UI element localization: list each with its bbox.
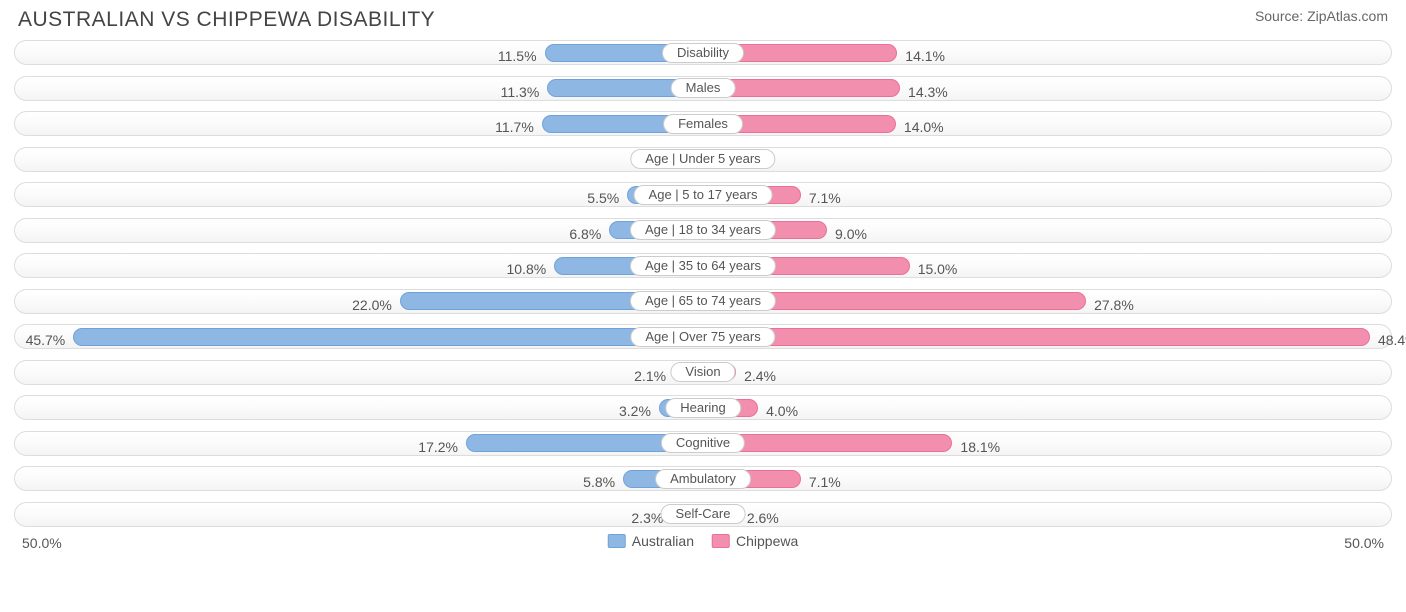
row-label-pill: Males [671,78,736,98]
value-left: 2.3% [631,506,663,531]
axis-right-max: 50.0% [1344,535,1384,551]
value-left: 45.7% [26,328,66,353]
legend-label-right: Chippewa [736,533,798,549]
value-left: 10.8% [506,257,546,282]
legend: Australian Chippewa [608,533,799,549]
row-label-pill: Females [663,114,743,134]
value-right: 9.0% [835,222,867,247]
value-right: 2.4% [744,364,776,389]
row-label-pill: Cognitive [661,433,745,453]
chart-row: 11.5% 14.1% Disability [14,36,1392,69]
value-left: 6.8% [569,222,601,247]
bar-left [73,328,703,346]
row-label-pill: Age | 18 to 34 years [630,220,776,240]
value-left: 11.7% [495,115,534,140]
legend-swatch-left-icon [608,534,626,548]
value-right: 14.0% [904,115,944,140]
chart-row: 3.2% 4.0% Hearing [14,391,1392,424]
legend-label-left: Australian [632,533,694,549]
row-label-pill: Disability [662,43,744,63]
row-label-pill: Age | Under 5 years [630,149,775,169]
diverging-bar-chart: 11.5% 14.1% Disability 11.3% 14.3% Males 11.7%… [0,36,1406,531]
value-left: 11.3% [501,80,540,105]
value-left: 11.5% [498,44,537,69]
value-right: 14.1% [905,44,945,69]
value-right: 15.0% [918,257,958,282]
value-left: 2.1% [634,364,666,389]
page-title: AUSTRALIAN VS CHIPPEWA DISABILITY [18,8,435,32]
chart-row: 10.8% 15.0% Age | 35 to 64 years [14,249,1392,282]
row-label-pill: Ambulatory [655,469,751,489]
value-right: 2.6% [747,506,779,531]
axis-left-max: 50.0% [22,535,62,551]
chart-row: 11.3% 14.3% Males [14,72,1392,105]
row-label-pill: Age | 35 to 64 years [630,256,776,276]
source-label: Source: ZipAtlas.com [1255,8,1388,24]
value-left: 3.2% [619,399,651,424]
value-right: 18.1% [960,435,1000,460]
chart-row: 2.3% 2.6%Self-Care [14,498,1392,531]
value-left: 17.2% [418,435,458,460]
row-label-pill: Age | 5 to 17 years [634,185,773,205]
row-label-pill: Self-Care [661,504,746,524]
chart-row: 6.8% 9.0% Age | 18 to 34 years [14,214,1392,247]
legend-item-right: Chippewa [712,533,798,549]
chart-row: 5.5% 7.1% Age | 5 to 17 years [14,178,1392,211]
value-left: 5.5% [587,186,619,211]
chart-row: 17.2% 18.1% Cognitive [14,427,1392,460]
chart-row: 45.7%48.4%Age | Over 75 years [14,320,1392,353]
value-right: 14.3% [908,80,948,105]
row-label-pill: Age | 65 to 74 years [630,291,776,311]
value-right: 7.1% [809,470,841,495]
value-right: 27.8% [1094,293,1134,318]
row-label-pill: Vision [670,362,735,382]
chart-row: 1.4%1.9%Age | Under 5 years [14,143,1392,176]
chart-row: 22.0% 27.8% Age | 65 to 74 years [14,285,1392,318]
chart-row: 2.1% 2.4% Vision [14,356,1392,389]
legend-item-left: Australian [608,533,694,549]
value-left: 22.0% [352,293,392,318]
row-label-pill: Hearing [665,398,741,418]
chart-row: 11.7% 14.0% Females [14,107,1392,140]
value-right: 4.0% [766,399,798,424]
chart-row: 5.8% 7.1% Ambulatory [14,462,1392,495]
value-right: 7.1% [809,186,841,211]
bar-right [703,328,1370,346]
legend-swatch-right-icon [712,534,730,548]
row-label-pill: Age | Over 75 years [630,327,775,347]
value-left: 5.8% [583,470,615,495]
value-right: 48.4% [1378,328,1406,353]
